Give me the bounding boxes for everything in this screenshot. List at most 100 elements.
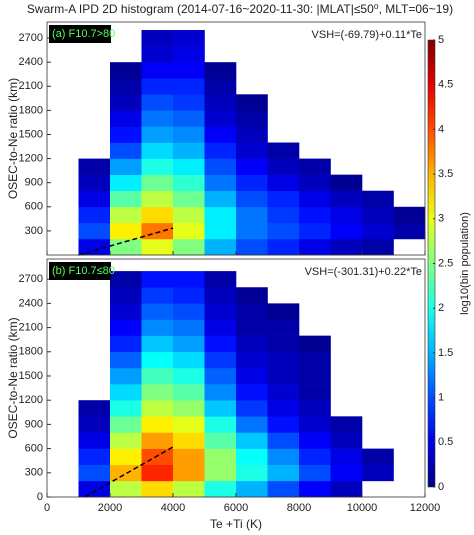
heat-cell	[173, 238, 205, 256]
heat-cell	[330, 448, 363, 466]
heat-cell	[110, 400, 142, 417]
heat-cell	[299, 206, 331, 224]
heat-cell	[141, 416, 174, 433]
fit-line	[78, 227, 174, 256]
heat-cell	[204, 94, 237, 111]
heat-cell	[204, 416, 237, 433]
heat-cell	[173, 367, 205, 385]
heat-cell	[110, 62, 142, 79]
heat-cell	[330, 416, 363, 433]
heat-cell	[204, 110, 237, 127]
x-tick-label: 4000	[161, 502, 185, 514]
heat-cell	[236, 126, 268, 143]
heat-cell	[267, 384, 300, 401]
heat-cell	[330, 238, 363, 256]
heat-cell	[330, 222, 363, 240]
x-tick-label: 8000	[287, 502, 311, 514]
heat-cell	[173, 384, 205, 401]
heat-cell	[299, 464, 331, 482]
heat-cell	[141, 480, 174, 498]
heat-cell	[110, 110, 142, 127]
heat-cell	[236, 367, 268, 385]
heat-cell	[141, 287, 174, 304]
x-tick-label: 2000	[98, 502, 122, 514]
annotation: VSH=(-301.31)+0.22*Te	[305, 266, 422, 278]
heat-cell	[330, 174, 363, 192]
heat-cell	[110, 94, 142, 111]
heat-cell	[204, 400, 237, 417]
heat-cell	[141, 110, 174, 127]
heat-cell	[141, 238, 174, 256]
heat-cell	[78, 158, 111, 175]
heat-cell	[236, 448, 268, 466]
x-tick-label: 6000	[224, 502, 248, 514]
heat-cell	[204, 319, 237, 336]
heat-cell	[267, 303, 300, 320]
y-tick-label: 2400	[19, 297, 43, 309]
heat-cell	[141, 384, 174, 401]
heat-cell	[141, 271, 174, 288]
heat-cell	[173, 351, 205, 369]
heat-cell	[267, 416, 300, 433]
heat-cell	[141, 158, 174, 175]
heat-cell	[330, 432, 363, 449]
heat-cell	[173, 432, 205, 449]
heat-cell	[236, 110, 268, 127]
heat-cell	[141, 303, 174, 320]
heat-cell	[173, 158, 205, 175]
heat-cell	[299, 416, 331, 433]
heat-cell	[110, 271, 142, 288]
heat-cell	[299, 238, 331, 256]
heat-cell	[267, 190, 300, 208]
heat-cell	[267, 222, 300, 240]
heat-cell	[267, 448, 300, 466]
heat-cell	[141, 319, 174, 336]
heat-cell	[141, 206, 174, 224]
heat-cell	[236, 480, 268, 498]
heat-cell	[110, 142, 142, 159]
annotation: VSH=(-69.79)+0.11*Te	[312, 29, 422, 41]
heat-cell	[110, 384, 142, 401]
heat-cell	[236, 174, 268, 192]
heat-cell	[236, 222, 268, 240]
colorbar-tick-label: 3	[438, 213, 444, 225]
heat-cell	[110, 190, 142, 208]
heat-cell	[236, 190, 268, 208]
colorbar-tick-label: 3.5	[438, 168, 453, 180]
heat-cell	[299, 367, 331, 385]
heat-cell	[204, 174, 237, 192]
heat-cell	[362, 464, 394, 482]
x-tick-label: 0	[44, 502, 50, 514]
heat-cell	[362, 238, 394, 256]
heat-cell	[173, 62, 205, 79]
heat-cell	[299, 158, 331, 175]
heat-cell	[393, 222, 426, 240]
heat-cell	[173, 94, 205, 111]
heat-cell	[204, 271, 237, 288]
y-tick-label: 2100	[19, 80, 43, 92]
heat-cell	[267, 142, 300, 159]
y-axis-label: OSEC-to-Ne ratio (km)	[6, 78, 20, 199]
heat-cell	[299, 448, 331, 466]
chart-title: Swarm-A IPD 2D histogram (2014-07-16~202…	[27, 2, 453, 16]
heat-cell	[78, 464, 111, 482]
heat-cell	[141, 222, 174, 240]
y-tick-label: 2100	[19, 321, 43, 333]
y-tick-label: 1200	[19, 152, 43, 164]
panel-label-box	[49, 25, 111, 43]
heat-cell	[110, 335, 142, 353]
heat-cell	[78, 190, 111, 208]
heat-cell	[141, 448, 174, 466]
heat-cell	[204, 238, 237, 256]
heat-cell	[141, 190, 174, 208]
heat-cell	[299, 351, 331, 369]
heat-cell	[299, 222, 331, 240]
heat-cell	[362, 190, 394, 208]
heat-cell	[173, 480, 205, 498]
panel-label: (b) F10.7≤80	[52, 265, 115, 277]
heat-cell	[78, 448, 111, 466]
heat-cell	[141, 367, 174, 385]
heat-cell	[236, 206, 268, 224]
heat-cell	[204, 464, 237, 482]
heat-cell	[78, 416, 111, 433]
